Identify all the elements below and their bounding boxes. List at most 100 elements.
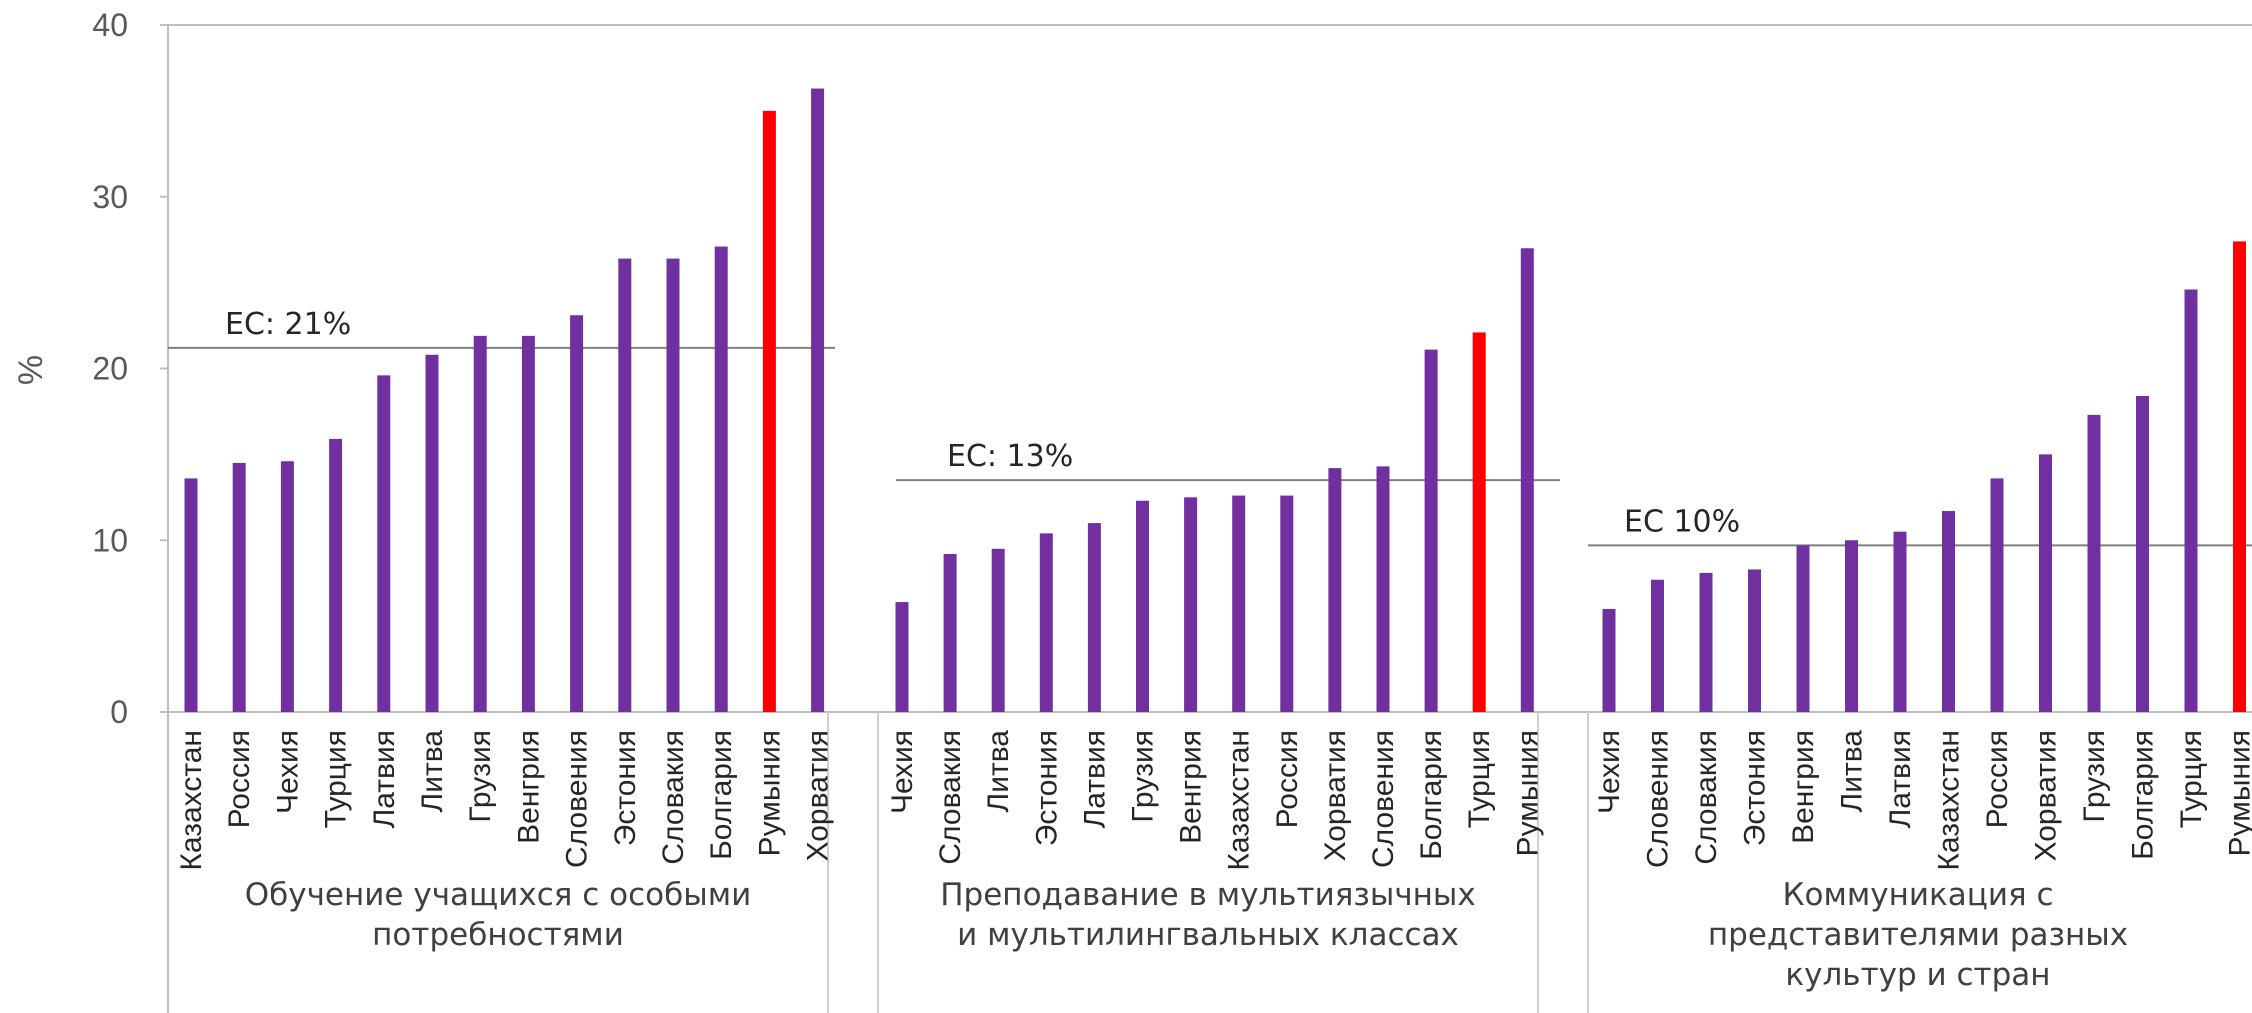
category-label: Венгрия: [1787, 730, 1820, 844]
bar: [1136, 500, 1149, 712]
category-label: Болгария: [705, 730, 738, 860]
category-label: Россия: [1981, 730, 2014, 828]
bar: [232, 462, 246, 712]
bar: [280, 461, 294, 712]
y-tick-label: 10: [92, 522, 128, 558]
category-label: Румыния: [753, 730, 786, 856]
bar: [2184, 289, 2198, 712]
category-label: Латвия: [368, 730, 401, 828]
bar: [1520, 248, 1534, 712]
category-label: Словакия: [1690, 730, 1723, 865]
category-label: Литва: [982, 730, 1015, 813]
bar: [1796, 545, 1810, 712]
reference-label: ЕС: 21%: [225, 307, 351, 342]
y-tick-label: 0: [110, 694, 128, 730]
bar: [666, 258, 680, 712]
category-label: Хорватия: [2030, 730, 2063, 861]
category-label: Румыния: [1511, 730, 1544, 856]
category-label: Эстония: [1739, 730, 1772, 846]
category-label: Турция: [2175, 730, 2208, 828]
axis-layer: [160, 24, 2252, 1013]
reference-label: ЕС 10%: [1624, 504, 1740, 539]
category-label: Грузия: [464, 730, 497, 823]
category-label: Чехия: [886, 730, 919, 814]
labels: 0 10 20 30 40% ЕС: 21% Казахстан Россия Чехия Тур…: [12, 7, 2252, 993]
group-label: потребностями: [372, 917, 624, 953]
bar: [895, 602, 909, 712]
group-label: представителями разных: [1708, 917, 2128, 953]
bar: [1845, 540, 1858, 712]
category-label: Чехия: [271, 730, 304, 814]
bars: [184, 88, 2246, 713]
group-label: Коммуникация с: [1782, 877, 2053, 913]
category-label: Венгрия: [512, 730, 545, 844]
category-label: Латвия: [1884, 730, 1917, 828]
bar: [1039, 533, 1053, 712]
category-label: Словения: [561, 730, 594, 868]
category-label: Болгария: [1415, 730, 1448, 860]
reference-label: ЕС: 13%: [947, 439, 1073, 474]
category-label: Грузия: [2078, 730, 2111, 823]
bar: [1699, 572, 1713, 712]
category-label: Словакия: [657, 730, 690, 865]
bar: [1232, 495, 1246, 712]
category-label: Словения: [1642, 730, 1675, 868]
bar: [425, 354, 439, 712]
category-label: Словения: [1367, 730, 1400, 868]
bar: [1087, 523, 1101, 712]
bar: [2039, 454, 2052, 712]
y-axis-label: %: [12, 355, 50, 385]
bar: [1602, 608, 1616, 712]
bar: [618, 258, 632, 712]
bar: [329, 438, 343, 712]
category-label: Словакия: [934, 730, 967, 865]
y-tick-label: 30: [92, 179, 128, 215]
bar: [2233, 241, 2246, 712]
bar: [1942, 511, 1955, 712]
category-label: Болгария: [2127, 730, 2160, 860]
category-label: Литва: [416, 730, 449, 813]
group-label: культур и стран: [1785, 957, 2050, 993]
bar: [473, 335, 487, 712]
bar: [1280, 495, 1294, 712]
bar: [1893, 531, 1907, 712]
group-label: и мультилингвальных классах: [957, 917, 1459, 953]
bar: [1376, 466, 1390, 712]
category-label: Россия: [223, 730, 256, 828]
bar: [2087, 414, 2101, 712]
category-label: Литва: [1836, 730, 1869, 813]
bar: [762, 110, 776, 712]
bar: [521, 335, 535, 712]
bar: [1651, 579, 1664, 712]
category-label: Грузия: [1127, 730, 1160, 823]
category-label: Латвия: [1078, 730, 1111, 828]
y-tick-label: 20: [92, 351, 128, 387]
bar: [184, 478, 198, 712]
bar: [570, 315, 584, 712]
category-label: Хорватия: [1319, 730, 1352, 861]
bar: [943, 553, 957, 712]
category-label: Казахстан: [175, 730, 208, 871]
bar: [1328, 468, 1342, 712]
category-label: Эстония: [1030, 730, 1063, 846]
group-label: Преподавание в мультиязычных: [940, 877, 1476, 913]
bar: [1472, 332, 1486, 712]
bar: [1184, 497, 1198, 712]
category-label: Казахстан: [1223, 730, 1256, 871]
category-label: Эстония: [609, 730, 642, 846]
category-label: Венгрия: [1175, 730, 1208, 844]
category-label: Россия: [1271, 730, 1304, 828]
category-label: Турция: [1463, 730, 1496, 828]
y-tick-label: 40: [92, 7, 128, 43]
category-label: Казахстан: [1933, 730, 1966, 871]
group-label: Обучение учащихся с особыми: [245, 877, 752, 913]
category-label: Румыния: [2224, 730, 2252, 856]
bar: [377, 375, 391, 712]
bar: [1748, 569, 1761, 712]
category-label: Турция: [320, 730, 353, 828]
bar: [811, 88, 825, 713]
category-label: Хорватия: [802, 730, 835, 861]
bar: [714, 246, 728, 712]
bar: [1424, 349, 1438, 712]
